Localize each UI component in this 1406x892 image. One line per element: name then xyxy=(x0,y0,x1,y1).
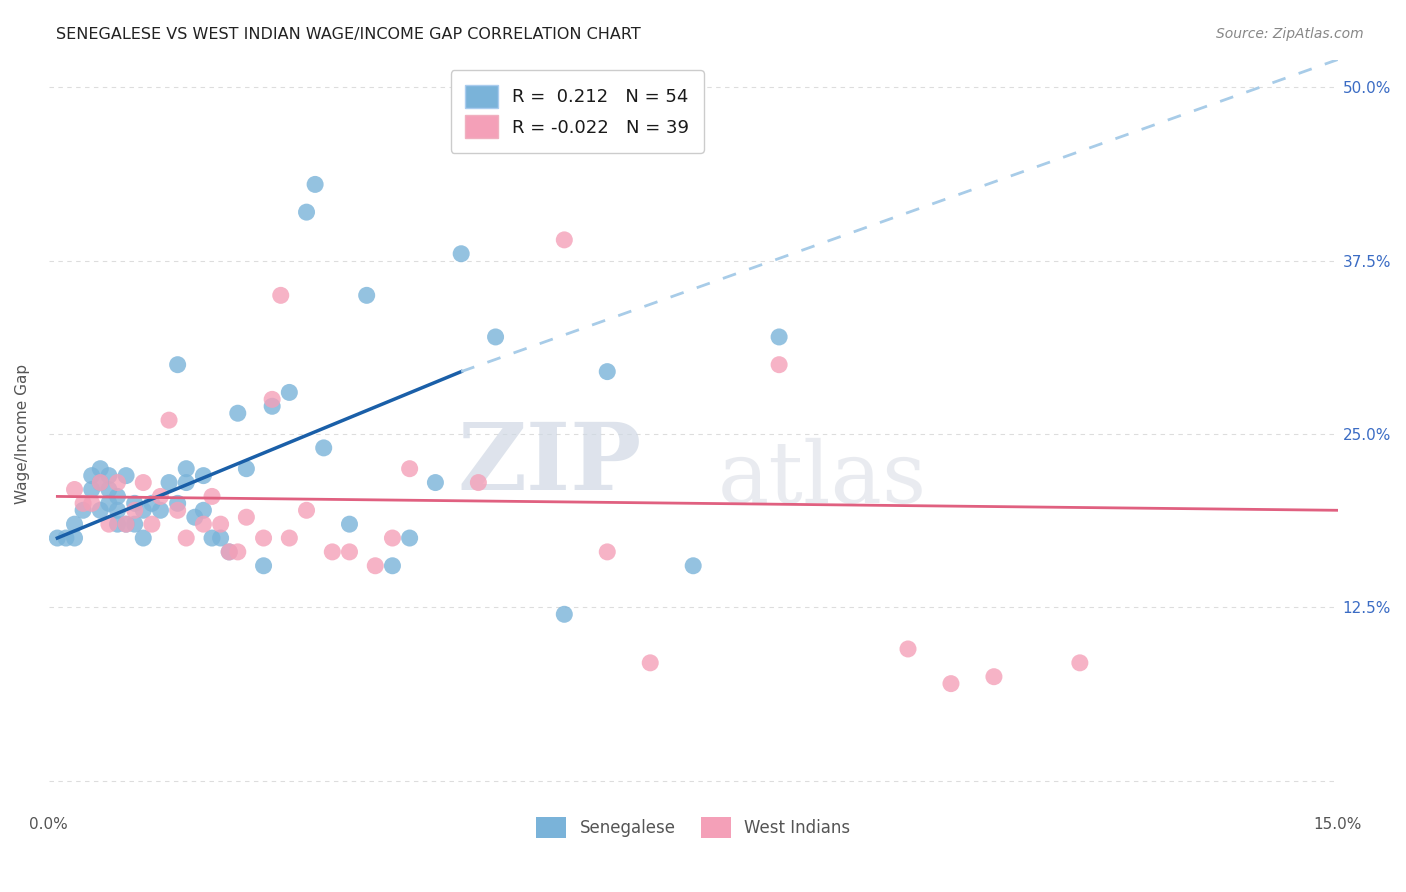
Point xyxy=(157,475,180,490)
Point xyxy=(262,399,284,413)
Point xyxy=(115,468,138,483)
Point xyxy=(166,503,188,517)
Point xyxy=(235,510,257,524)
Point xyxy=(115,517,138,532)
Point xyxy=(141,496,163,510)
Point xyxy=(262,392,284,407)
Point xyxy=(193,468,215,483)
Point xyxy=(295,503,318,517)
Point xyxy=(174,475,197,490)
Point xyxy=(596,365,619,379)
Point xyxy=(596,545,619,559)
Point xyxy=(63,483,86,497)
Point xyxy=(174,461,197,475)
Point xyxy=(132,475,155,490)
Point xyxy=(218,545,240,559)
Point xyxy=(553,607,575,622)
Point xyxy=(46,531,69,545)
Point xyxy=(97,496,120,510)
Point xyxy=(97,468,120,483)
Point xyxy=(166,358,188,372)
Point xyxy=(80,483,103,497)
Point xyxy=(381,531,404,545)
Point xyxy=(897,642,920,657)
Point xyxy=(63,517,86,532)
Point xyxy=(72,496,94,510)
Point xyxy=(201,531,224,545)
Point xyxy=(638,656,661,670)
Point xyxy=(115,517,138,532)
Legend: Senegalese, West Indians: Senegalese, West Indians xyxy=(530,810,856,845)
Point xyxy=(304,178,326,192)
Point xyxy=(124,517,146,532)
Point xyxy=(312,441,335,455)
Point xyxy=(235,461,257,475)
Point xyxy=(132,531,155,545)
Point xyxy=(209,531,232,545)
Point xyxy=(983,670,1005,684)
Point xyxy=(132,503,155,517)
Point xyxy=(553,233,575,247)
Point xyxy=(339,517,361,532)
Y-axis label: Wage/Income Gap: Wage/Income Gap xyxy=(15,364,30,504)
Point xyxy=(80,496,103,510)
Point xyxy=(89,503,111,517)
Point xyxy=(201,490,224,504)
Point xyxy=(425,475,447,490)
Point xyxy=(381,558,404,573)
Point xyxy=(149,490,172,504)
Point xyxy=(55,531,77,545)
Point xyxy=(157,413,180,427)
Text: atlas: atlas xyxy=(717,437,927,521)
Point xyxy=(484,330,506,344)
Point xyxy=(97,517,120,532)
Point xyxy=(72,503,94,517)
Point xyxy=(768,358,790,372)
Point xyxy=(295,205,318,219)
Point xyxy=(107,517,129,532)
Point xyxy=(356,288,378,302)
Text: SENEGALESE VS WEST INDIAN WAGE/INCOME GAP CORRELATION CHART: SENEGALESE VS WEST INDIAN WAGE/INCOME GA… xyxy=(56,27,641,42)
Point xyxy=(89,461,111,475)
Point xyxy=(97,483,120,497)
Point xyxy=(682,558,704,573)
Text: ZIP: ZIP xyxy=(457,419,641,509)
Point xyxy=(398,531,420,545)
Point xyxy=(450,246,472,260)
Point xyxy=(278,385,301,400)
Point xyxy=(321,545,343,559)
Point xyxy=(252,558,274,573)
Point xyxy=(939,676,962,690)
Point xyxy=(174,531,197,545)
Point xyxy=(339,545,361,559)
Point xyxy=(278,531,301,545)
Point xyxy=(89,475,111,490)
Point xyxy=(364,558,387,573)
Point xyxy=(89,475,111,490)
Point xyxy=(149,503,172,517)
Text: Source: ZipAtlas.com: Source: ZipAtlas.com xyxy=(1216,27,1364,41)
Point xyxy=(80,468,103,483)
Point xyxy=(107,503,129,517)
Point xyxy=(63,531,86,545)
Point xyxy=(193,517,215,532)
Point xyxy=(768,330,790,344)
Point xyxy=(1069,656,1091,670)
Point xyxy=(270,288,292,302)
Point xyxy=(166,496,188,510)
Point xyxy=(252,531,274,545)
Point xyxy=(226,406,249,420)
Point xyxy=(107,475,129,490)
Point xyxy=(226,545,249,559)
Point xyxy=(193,503,215,517)
Point xyxy=(124,503,146,517)
Point xyxy=(141,517,163,532)
Point xyxy=(218,545,240,559)
Point xyxy=(107,490,129,504)
Point xyxy=(398,461,420,475)
Point xyxy=(209,517,232,532)
Point xyxy=(467,475,489,490)
Point xyxy=(184,510,207,524)
Point xyxy=(124,496,146,510)
